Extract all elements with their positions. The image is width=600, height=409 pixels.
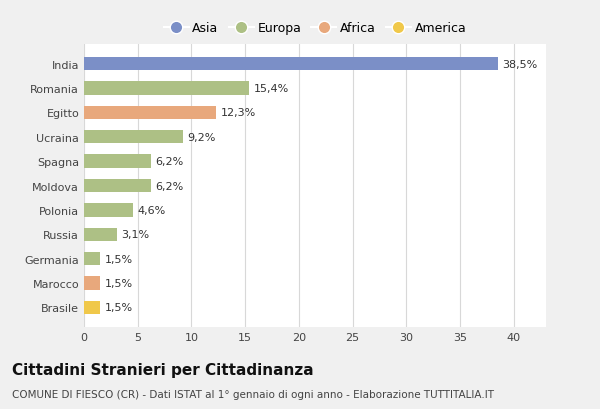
Bar — [84, 228, 118, 241]
Bar — [84, 204, 133, 217]
Bar — [84, 252, 100, 266]
Legend: Asia, Europa, Africa, America: Asia, Europa, Africa, America — [158, 17, 472, 40]
Text: 38,5%: 38,5% — [502, 60, 537, 70]
Text: 1,5%: 1,5% — [104, 279, 133, 288]
Text: Cittadini Stranieri per Cittadinanza: Cittadini Stranieri per Cittadinanza — [12, 362, 314, 377]
Bar — [84, 82, 250, 96]
Text: 6,2%: 6,2% — [155, 157, 183, 167]
Text: 4,6%: 4,6% — [138, 205, 166, 216]
Text: 1,5%: 1,5% — [104, 254, 133, 264]
Text: 1,5%: 1,5% — [104, 303, 133, 312]
Bar — [84, 301, 100, 315]
Text: COMUNE DI FIESCO (CR) - Dati ISTAT al 1° gennaio di ogni anno - Elaborazione TUT: COMUNE DI FIESCO (CR) - Dati ISTAT al 1°… — [12, 389, 494, 399]
Text: 15,4%: 15,4% — [254, 84, 289, 94]
Bar — [84, 155, 151, 169]
Text: 3,1%: 3,1% — [122, 230, 150, 240]
Text: 6,2%: 6,2% — [155, 181, 183, 191]
Text: 9,2%: 9,2% — [187, 133, 215, 142]
Bar — [84, 131, 183, 144]
Bar — [84, 276, 100, 290]
Bar — [84, 58, 497, 71]
Bar — [84, 180, 151, 193]
Bar — [84, 106, 216, 120]
Text: 12,3%: 12,3% — [220, 108, 256, 118]
